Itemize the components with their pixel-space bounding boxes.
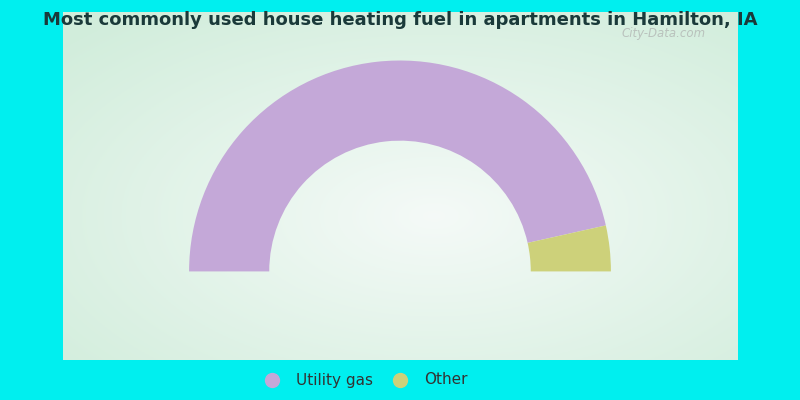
Text: Most commonly used house heating fuel in apartments in Hamilton, IA: Most commonly used house heating fuel in… xyxy=(42,11,758,29)
Text: City-Data.com: City-Data.com xyxy=(622,27,706,40)
Text: Other: Other xyxy=(424,372,467,388)
Wedge shape xyxy=(189,60,606,272)
Text: Utility gas: Utility gas xyxy=(296,372,373,388)
Wedge shape xyxy=(528,226,611,272)
